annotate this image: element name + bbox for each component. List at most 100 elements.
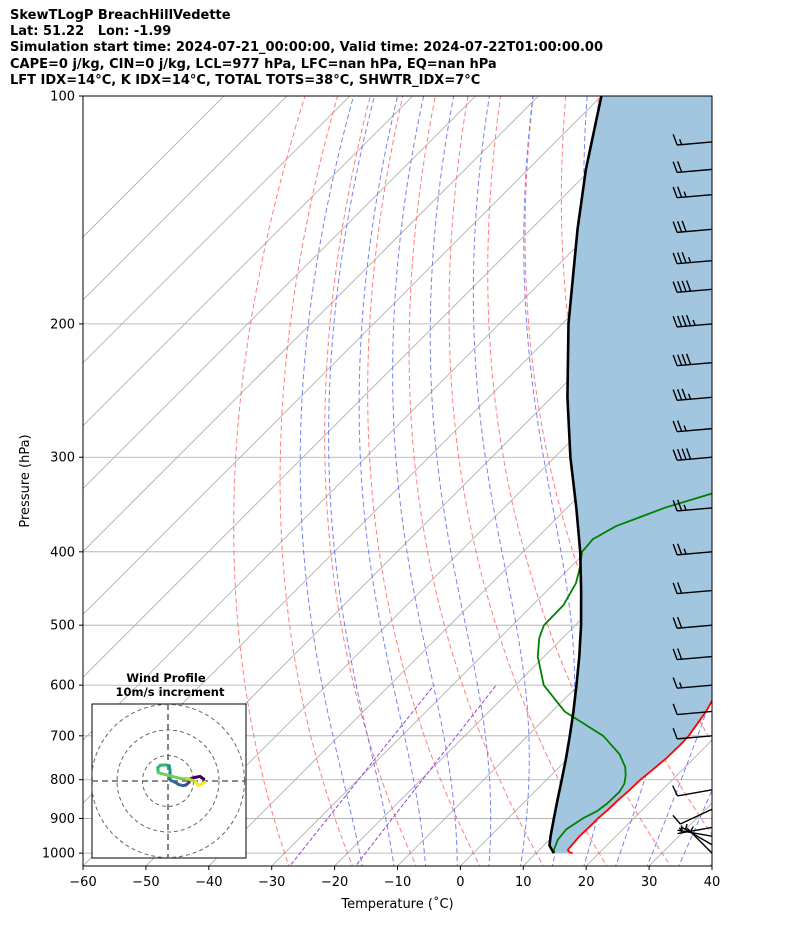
isotherm-line: [83, 96, 540, 553]
wind-barb: [677, 825, 713, 837]
wind-barb-feather: [677, 280, 683, 293]
wind-barb: [672, 420, 713, 433]
wind-barb-feather: [677, 616, 683, 629]
x-axis: −60 −50 −40 −30 −20 −10 0 10 20 30 40: [69, 866, 720, 890]
moist-adiabat: [392, 96, 458, 866]
x-tick-label: 10: [515, 875, 532, 890]
parcel-line: [548, 96, 603, 854]
wind-barb-shaft: [677, 589, 713, 595]
wind-barb-feather: [685, 353, 692, 365]
wind-barb-half-feather: [683, 504, 687, 511]
wind-barb-feather: [672, 727, 678, 740]
x-tick-label: 0: [456, 875, 464, 890]
moist-adiabat: [678, 789, 712, 866]
wind-barb-feather: [672, 252, 678, 264]
wind-barb-feather: [677, 389, 683, 401]
wind-barb-feather: [672, 500, 678, 512]
wind-barb-shaft: [677, 361, 713, 367]
wind-barb-feather: [672, 543, 678, 556]
x-tick-label: −50: [132, 875, 159, 890]
wind-barb-shaft: [677, 193, 713, 199]
mixing-ratio-line: [354, 684, 497, 866]
x-tick-label: 30: [641, 875, 658, 890]
wind-barb-feather: [677, 582, 683, 594]
wind-barb-feather: [672, 449, 678, 461]
moist-adiabat: [299, 96, 363, 866]
wind-barb: [677, 826, 713, 835]
x-tick-label: −20: [321, 875, 348, 890]
isotherm-line: [83, 96, 665, 678]
cin-shaded-area: [549, 96, 712, 854]
wind-barb-feather: [672, 161, 678, 173]
wind-barb-shaft: [677, 168, 713, 174]
wind-barb-shaft: [677, 456, 713, 461]
isotherm-line: [83, 96, 351, 364]
wind-barb-shaft: [677, 551, 713, 556]
wind-barb-half-feather: [692, 319, 696, 326]
y-tick-label: 400: [50, 545, 75, 560]
wind-barb-feather: [685, 280, 692, 292]
x-tick-label: −10: [384, 875, 411, 890]
wind-barb: [672, 220, 713, 234]
moist-adiabat: [646, 694, 712, 866]
wind-barb-feather: [677, 648, 683, 660]
wind-barb-feather: [672, 281, 678, 293]
temperature-line: [566, 698, 712, 854]
y-axis: 1000 900 800 700 600 500 400 300 200 100: [42, 90, 83, 862]
moist-adiabat: [740, 96, 794, 869]
y-axis-label: Pressure (hPa): [18, 434, 33, 527]
wind-barb-feather: [681, 448, 687, 460]
wind-barb-feather: [672, 814, 681, 825]
moist-adiabat: [358, 96, 427, 866]
y-tick-label: 1000: [42, 847, 75, 862]
wind-barb-shaft: [681, 826, 713, 846]
isotherm-line: [772, 79, 794, 869]
wind-barb-half-feather: [678, 139, 683, 145]
wind-barb: [672, 251, 713, 265]
wind-barb-feather: [672, 134, 678, 146]
wind-barb: [672, 280, 713, 294]
title-line-indices-2: LFT IDX=14°C, K IDX=14°C, TOTAL TOTS=38°…: [10, 72, 481, 88]
wind-barb-feather: [672, 186, 678, 198]
wind-barb-shaft: [677, 259, 713, 265]
wind-barb: [672, 353, 713, 367]
wind-barb-feather: [677, 252, 683, 264]
isotherm-line: [145, 299, 712, 866]
wind-barb-shaft: [677, 624, 713, 629]
isotherm-line: [83, 96, 225, 238]
wind-barb: [672, 314, 713, 328]
wind-barb-feather: [677, 448, 683, 461]
wind-barb-shaft: [677, 288, 713, 294]
y-tick-label: 700: [50, 729, 75, 744]
isotherm-line: [711, 865, 712, 866]
y-tick-label: 900: [50, 812, 75, 827]
chart-title-block: SkewTLogP BreachHillVedette Lat: 51.22 Lo…: [10, 8, 603, 89]
wind-barb: [672, 161, 713, 174]
wind-barb: [672, 808, 713, 825]
wind-barb: [681, 823, 713, 846]
wind-barb-feather: [672, 389, 678, 401]
wind-barb-feather: [672, 354, 678, 366]
profile-lines: [536, 96, 712, 854]
wind-barb-feather: [677, 161, 683, 173]
dry-adiabat: [448, 96, 608, 866]
wind-barb-shaft: [677, 507, 713, 512]
x-tick-label: −40: [195, 875, 222, 890]
moist-adiabat: [472, 96, 530, 866]
dry-adiabat: [367, 96, 481, 866]
hodograph-title: Wind Profile: [126, 671, 206, 685]
wind-barb-feather: [672, 703, 678, 715]
isotherm-line: [83, 96, 414, 427]
moist-adiabat: [328, 96, 395, 866]
isotherm-line: [334, 488, 712, 866]
x-tick-label: 20: [578, 875, 595, 890]
wind-barb-feather: [672, 677, 678, 689]
wind-barb-shaft: [677, 735, 713, 740]
wind-barb-feather: [672, 648, 678, 660]
hodograph-plot: [92, 704, 246, 858]
wind-barb: [672, 499, 713, 512]
wind-barb-shaft: [677, 427, 713, 433]
wind-barb-feather: [677, 543, 683, 555]
wind-barb: [672, 134, 713, 146]
isotherm-line: [396, 550, 712, 866]
